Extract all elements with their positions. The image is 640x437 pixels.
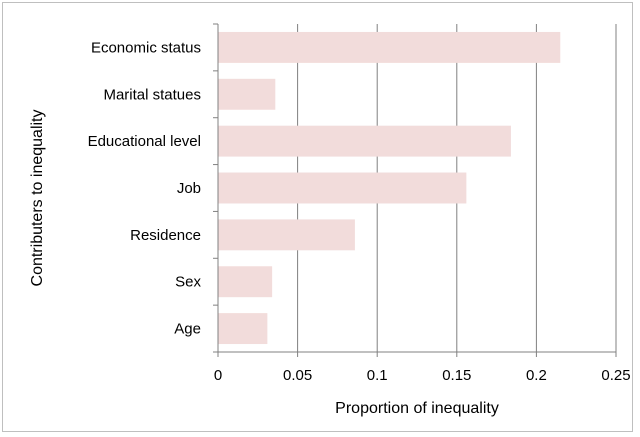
category-label: Job <box>177 180 201 197</box>
x-tick-label: 0 <box>214 367 222 384</box>
bar-sex <box>218 266 273 298</box>
category-label: Economic status <box>91 39 201 56</box>
chart-frame <box>2 2 633 432</box>
category-label: Sex <box>175 274 201 291</box>
category-label: Age <box>174 321 201 338</box>
bar-economic-status <box>218 31 561 63</box>
bar-marital-statues <box>218 78 276 110</box>
bar-residence <box>218 219 355 251</box>
x-tick-label: 0.15 <box>442 367 471 384</box>
x-tick-label: 0.05 <box>283 367 312 384</box>
x-tick-label: 0.25 <box>601 367 630 384</box>
category-label: Marital statues <box>103 86 201 103</box>
category-labels: Economic status Marital statues Educationa… <box>88 39 202 337</box>
bars <box>218 31 561 345</box>
category-label: Residence <box>130 227 201 244</box>
bar-job <box>218 172 467 204</box>
x-tick-labels: 0 0.05 0.1 0.15 0.2 0.25 <box>214 367 631 384</box>
y-axis-title: Contributers to inequality <box>29 110 46 287</box>
x-axis-title: Proportion of inequality <box>335 400 499 417</box>
bar-educational-level <box>218 125 511 157</box>
axes <box>213 23 617 357</box>
x-tick-label: 0.1 <box>367 367 388 384</box>
bar-age <box>218 313 268 345</box>
x-tick-label: 0.2 <box>526 367 547 384</box>
category-label: Educational level <box>88 133 201 150</box>
